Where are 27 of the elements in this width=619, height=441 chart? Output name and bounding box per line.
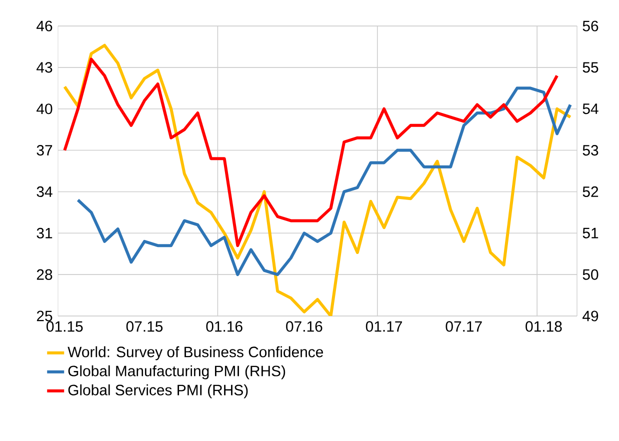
y2-tick-label: 50 [582,269,598,280]
y2-tick-label: 54 [582,104,598,114]
legend-label: Global Manufacturing PMI (RHS) [68,365,286,380]
y2-tick-label: 55 [582,62,598,73]
y2-tick-label: 53 [582,144,598,156]
y-tick-label: 37 [36,144,52,156]
y2-tick-label: 51 [582,228,598,238]
y-tick-label: 25 [36,310,52,322]
legend-label: Global Services PMI (RHS) [68,384,248,398]
y-tick-label: 40 [36,104,52,114]
x-tick-label: 01.16 [206,321,242,332]
line-series [63,44,572,316]
legend-label: World: Survey of Business Confidence [68,346,324,360]
y2-tick-label: 52 [582,186,598,197]
x-tick-label: 07.17 [446,321,482,332]
y-tick-label: 43 [36,62,52,73]
x-tick-label: 01.18 [526,321,562,332]
x-tick-label: 01.17 [366,321,402,332]
y-tick-label: 34 [36,186,52,197]
y-tick-label: 31 [36,228,52,238]
x-tick-label: 01.15 [46,321,83,332]
y-tick-label: 46 [36,20,52,32]
y2-tick-label: 49 [582,310,598,322]
y-tick-label: 28 [36,269,52,280]
y2-tick-label: 56 [582,20,598,32]
x-tick-label: 07.15 [126,321,163,332]
x-tick-label: 07.16 [286,321,322,332]
